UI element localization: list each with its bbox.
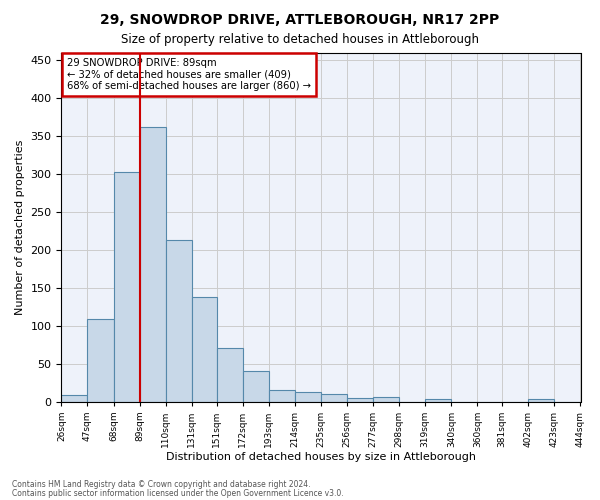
Text: Size of property relative to detached houses in Attleborough: Size of property relative to detached ho… — [121, 32, 479, 46]
Text: 29, SNOWDROP DRIVE, ATTLEBOROUGH, NR17 2PP: 29, SNOWDROP DRIVE, ATTLEBOROUGH, NR17 2… — [100, 12, 500, 26]
Text: Contains HM Land Registry data © Crown copyright and database right 2024.: Contains HM Land Registry data © Crown c… — [12, 480, 311, 489]
Text: Contains public sector information licensed under the Open Government Licence v3: Contains public sector information licen… — [12, 489, 344, 498]
Text: 29 SNOWDROP DRIVE: 89sqm
← 32% of detached houses are smaller (409)
68% of semi-: 29 SNOWDROP DRIVE: 89sqm ← 32% of detach… — [67, 58, 311, 91]
Bar — [217, 348, 243, 402]
Bar — [243, 371, 269, 402]
Bar — [113, 172, 140, 402]
Bar — [321, 394, 347, 402]
Bar — [192, 297, 217, 402]
Bar — [61, 396, 88, 402]
Bar — [425, 400, 451, 402]
X-axis label: Distribution of detached houses by size in Attleborough: Distribution of detached houses by size … — [166, 452, 476, 462]
Bar — [529, 398, 554, 402]
Bar — [373, 397, 399, 402]
Bar — [88, 319, 113, 402]
Bar — [269, 390, 295, 402]
Bar — [295, 392, 321, 402]
Bar — [140, 127, 166, 402]
Y-axis label: Number of detached properties: Number of detached properties — [15, 140, 25, 314]
Bar — [347, 398, 373, 402]
Bar — [166, 240, 192, 402]
